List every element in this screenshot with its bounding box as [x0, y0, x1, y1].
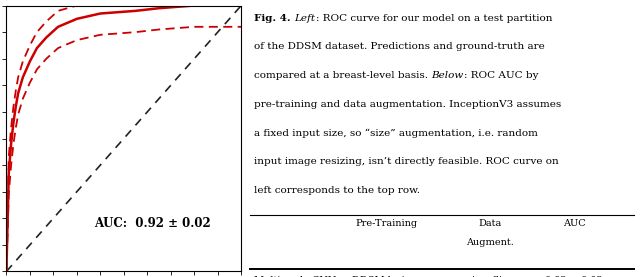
Text: Left: Left	[294, 14, 316, 22]
Text: of the DDSM dataset. Predictions and ground-truth are: of the DDSM dataset. Predictions and gro…	[254, 42, 545, 51]
Text: AUC: AUC	[563, 219, 586, 227]
Text: : ROC AUC by: : ROC AUC by	[464, 71, 538, 80]
Text: Multi-scale CNN: Multi-scale CNN	[254, 276, 337, 277]
Text: Pre-Training: Pre-Training	[355, 219, 417, 227]
Text: Below: Below	[431, 71, 464, 80]
Text: Fig. 4.: Fig. 4.	[254, 14, 294, 22]
Text: a fixed input size, so “size” augmentation, i.e. random: a fixed input size, so “size” augmentati…	[254, 129, 538, 138]
Text: : ROC curve for our model on a test partition: : ROC curve for our model on a test part…	[316, 14, 552, 22]
Text: DDSM lesions: DDSM lesions	[351, 276, 421, 277]
Text: compared at a breast-level basis.: compared at a breast-level basis.	[254, 71, 431, 80]
Text: Augment.: Augment.	[466, 238, 514, 247]
Text: 0.92 ± 0.02: 0.92 ± 0.02	[545, 276, 603, 277]
Text: AUC:  0.92 ± 0.02: AUC: 0.92 ± 0.02	[93, 217, 211, 230]
Text: pre-training and data augmentation. InceptionV3 assumes: pre-training and data augmentation. Ince…	[254, 100, 561, 109]
Text: input image resizing, isn’t directly feasible. ROC curve on: input image resizing, isn’t directly fea…	[254, 157, 559, 166]
Text: Data: Data	[478, 219, 502, 227]
Text: left corresponds to the top row.: left corresponds to the top row.	[254, 186, 420, 195]
Text: size, flips: size, flips	[467, 276, 513, 277]
